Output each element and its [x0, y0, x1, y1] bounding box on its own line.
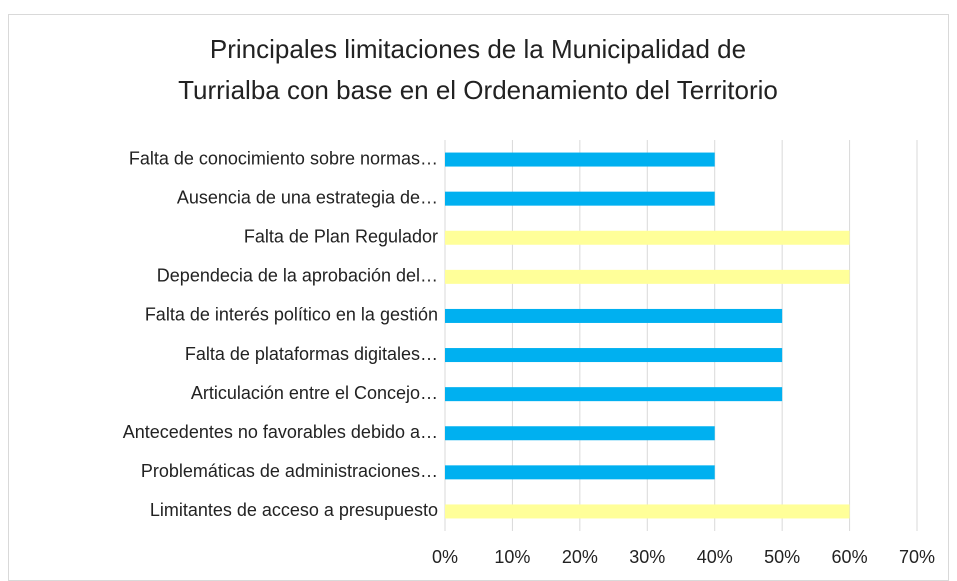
bar	[445, 269, 850, 284]
bar	[445, 504, 850, 519]
bar	[445, 348, 783, 363]
x-tick-label: 10%	[494, 547, 530, 567]
y-tick-label: Falta de conocimiento sobre normas…	[129, 148, 438, 168]
y-tick-label: Dependecia de la aprobación del…	[157, 266, 438, 286]
y-tick-label: Falta de Plan Regulador	[244, 227, 438, 247]
bar	[445, 465, 715, 480]
y-tick-label: Problemáticas de administraciones…	[141, 461, 438, 481]
x-tick-label: 30%	[629, 547, 665, 567]
y-tick-label: Limitantes de acceso a presupuesto	[150, 500, 438, 520]
bar	[445, 308, 783, 323]
x-tick-label: 60%	[832, 547, 868, 567]
y-tick-label: Antecedentes no favorables debido a…	[123, 422, 438, 442]
chart-title: Turrialba con base en el Ordenamiento de…	[178, 75, 778, 105]
y-tick-label: Articulación entre el Concejo…	[191, 383, 438, 403]
bar	[445, 387, 783, 402]
x-tick-label: 70%	[899, 547, 935, 567]
y-tick-label: Falta de interés político en la gestión	[145, 305, 438, 325]
bar	[445, 191, 715, 206]
chart-border	[8, 14, 949, 581]
chart-title: Principales limitaciones de la Municipal…	[210, 34, 746, 64]
bar	[445, 426, 715, 441]
x-tick-label: 50%	[764, 547, 800, 567]
bar	[445, 230, 850, 245]
x-tick-label: 0%	[432, 547, 458, 567]
x-tick-label: 20%	[562, 547, 598, 567]
y-tick-label: Falta de plataformas digitales…	[185, 344, 438, 364]
y-tick-label: Ausencia de una estrategia de…	[177, 187, 438, 207]
bar	[445, 152, 715, 167]
x-tick-label: 40%	[697, 547, 733, 567]
